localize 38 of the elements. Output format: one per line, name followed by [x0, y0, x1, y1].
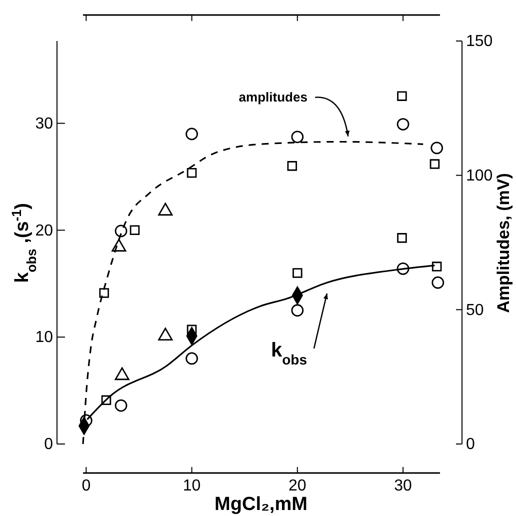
y2-axis-title: Amplitudes, (mV)	[494, 173, 513, 313]
point	[397, 91, 407, 101]
point	[291, 130, 304, 144]
point	[396, 262, 410, 275]
point	[291, 304, 304, 317]
point	[287, 161, 298, 171]
x-axis-title: MgCl₂,mM	[214, 494, 308, 515]
y-tick-label: 20	[35, 222, 54, 240]
x-tick-label: 10	[182, 477, 201, 494]
y2-tick-label: 150	[466, 33, 493, 50]
point	[432, 262, 442, 272]
point	[99, 288, 110, 298]
point	[430, 159, 440, 169]
point	[186, 168, 197, 178]
y-tick-label: 10	[35, 329, 54, 346]
x-tick-label: 30	[394, 477, 412, 494]
annotation: k$_{obs}$	[270, 339, 308, 368]
x-tick-label: 20	[288, 477, 306, 494]
y-tick-label: 0	[44, 436, 54, 454]
point	[432, 276, 444, 289]
point	[396, 118, 410, 130]
y2-tick-label: 100	[466, 167, 493, 184]
y-tick-label: 30	[35, 115, 54, 132]
point	[430, 142, 444, 154]
point	[130, 225, 140, 236]
point	[397, 233, 407, 243]
point	[186, 324, 197, 335]
point	[186, 352, 198, 365]
y2-tick-label: 50	[466, 302, 484, 319]
point	[292, 268, 302, 278]
y2-tick-label: 0	[466, 436, 475, 454]
x-tick-label: 0	[82, 477, 91, 494]
annotation: amplitudes	[238, 89, 308, 104]
point	[186, 128, 198, 140]
point	[101, 395, 112, 406]
point	[80, 414, 92, 427]
point	[114, 399, 128, 412]
point	[114, 224, 128, 238]
